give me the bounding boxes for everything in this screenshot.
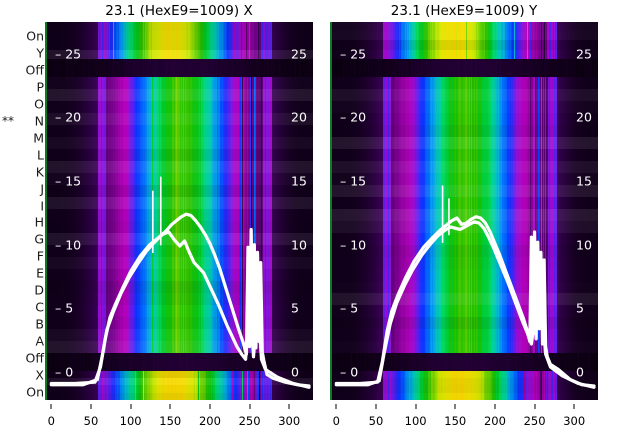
- x-tick-y-200: 200: [483, 414, 506, 428]
- x-axis-ticks-x: 0 50 100 150 200 250 300: [45, 404, 313, 434]
- y-tick-x-right-10: 10: [291, 237, 307, 253]
- category-label-left-c-16: C: [35, 299, 44, 315]
- gap-upper: [45, 58, 313, 77]
- y-tick-y-left-25: – 25: [340, 46, 367, 62]
- panel-gutter: [313, 0, 330, 440]
- heatmap-panel-y[interactable]: [330, 22, 598, 400]
- panel-title-y: 23.1 (HexE9=1009) Y: [390, 3, 538, 19]
- x-tick-x-250: 250: [238, 414, 261, 428]
- category-label-left-e-14: E: [36, 265, 44, 281]
- category-label-left-k-8: K: [35, 164, 44, 180]
- x-tickmark-x-200: [209, 404, 211, 409]
- x-tickmark-x-50: [90, 404, 92, 409]
- y-tick-y-left-5: – 5: [340, 300, 359, 316]
- category-label-left-p-3: P: [36, 79, 44, 95]
- category-label-left-j-9: J: [40, 181, 44, 197]
- category-label-left-x-20: X: [35, 367, 44, 383]
- x-tick-y-0: 0: [332, 414, 340, 428]
- y-tick-x-right-0: 0: [291, 364, 299, 380]
- bottom-band: [330, 370, 598, 400]
- top-band: [45, 22, 313, 59]
- x-tick-x-100: 100: [119, 414, 142, 428]
- y-tick-x-right-15: 15: [291, 173, 307, 189]
- y-tick-x-right-5: 5: [291, 300, 299, 316]
- y-tick-y-right-10: 10: [576, 237, 592, 253]
- main-band: [45, 76, 313, 353]
- y-tick-x-left-5: – 5: [55, 300, 74, 316]
- panel-title-x: 23.1 (HexE9=1009) X: [105, 3, 253, 19]
- category-label-left-d-15: D: [34, 282, 44, 298]
- x-tickmark-x-250: [249, 404, 251, 409]
- gap-upper: [330, 58, 598, 77]
- x-tickmark-x-0: [50, 404, 52, 409]
- panel-left-rail: [45, 22, 47, 400]
- x-tick-x-300: 300: [278, 414, 301, 428]
- heatmap-panel-x[interactable]: [45, 22, 313, 400]
- category-label-left-m-6: M: [33, 130, 44, 146]
- x-tick-x-0: 0: [47, 414, 55, 428]
- category-label-left-o-4: O: [34, 96, 44, 112]
- main-band: [330, 76, 598, 353]
- x-tick-y-100: 100: [404, 414, 427, 428]
- category-label-left-off-19: Off: [25, 350, 44, 366]
- y-tick-y-left-0: – 0: [340, 364, 359, 380]
- category-label-left-on-0: On: [26, 28, 44, 44]
- x-tickmark-x-150: [169, 404, 171, 409]
- y-tick-y-right-25: 25: [576, 46, 592, 62]
- x-tickmark-x-100: [130, 404, 132, 409]
- category-label-left-b-17: B: [35, 316, 44, 332]
- y-tick-x-left-10: – 10: [55, 237, 82, 253]
- category-label-left-f-13: F: [36, 248, 44, 264]
- y-tick-x-left-15: – 15: [55, 173, 82, 189]
- category-label-left-n-5: N: [34, 113, 44, 129]
- x-tickmark-y-250: [534, 404, 536, 409]
- y-tick-x-right-20: 20: [291, 109, 307, 125]
- x-tickmark-y-200: [494, 404, 496, 409]
- x-tickmark-y-50: [375, 404, 377, 409]
- y-tick-y-left-20: – 20: [340, 109, 367, 125]
- gap-lower: [45, 352, 313, 371]
- y-tick-y-left-10: – 10: [340, 237, 367, 253]
- x-tick-x-50: 50: [83, 414, 99, 428]
- category-label-left-h-11: H: [34, 214, 44, 230]
- category-label-left-l-7: L: [37, 147, 44, 163]
- y-tick-y-right-15: 15: [576, 173, 592, 189]
- x-axis-ticks-y: 0 50 100 150 200 250 300: [330, 404, 598, 434]
- x-tick-y-150: 150: [444, 414, 467, 428]
- x-tickmark-y-100: [415, 404, 417, 409]
- panel-left-rail: [330, 22, 332, 400]
- top-band: [330, 22, 598, 59]
- x-tick-y-300: 300: [563, 414, 586, 428]
- x-tick-x-150: 150: [159, 414, 182, 428]
- x-tick-y-50: 50: [368, 414, 384, 428]
- x-tickmark-y-150: [454, 404, 456, 409]
- y-tick-y-right-0: 0: [576, 364, 584, 380]
- gap-lower: [330, 352, 598, 371]
- y-tick-y-right-20: 20: [576, 109, 592, 125]
- category-label-left-a-18: A: [35, 333, 44, 349]
- category-label-left-on-21: On: [26, 384, 44, 400]
- x-tickmark-x-300: [288, 404, 290, 409]
- category-label-left-g-12: G: [34, 231, 44, 247]
- x-tickmark-y-0: [335, 404, 337, 409]
- x-tickmark-y-300: [573, 404, 575, 409]
- x-tick-y-250: 250: [523, 414, 546, 428]
- category-label-left-off-2: Off: [25, 62, 44, 78]
- category-label-left-y-1: Y: [36, 45, 44, 61]
- right-margin: [598, 0, 640, 440]
- y-tick-x-right-25: 25: [291, 46, 307, 62]
- y-tick-x-left-20: – 20: [55, 109, 82, 125]
- category-label-left-i-10: I: [40, 198, 44, 214]
- y-tick-y-left-15: – 15: [340, 173, 367, 189]
- y-tick-x-left-0: – 0: [55, 364, 74, 380]
- y-tick-x-left-25: – 25: [55, 46, 82, 62]
- x-tick-x-200: 200: [198, 414, 221, 428]
- y-tick-y-right-5: 5: [576, 300, 584, 316]
- bottom-band: [45, 370, 313, 400]
- category-marker-asterisks: **: [2, 113, 14, 128]
